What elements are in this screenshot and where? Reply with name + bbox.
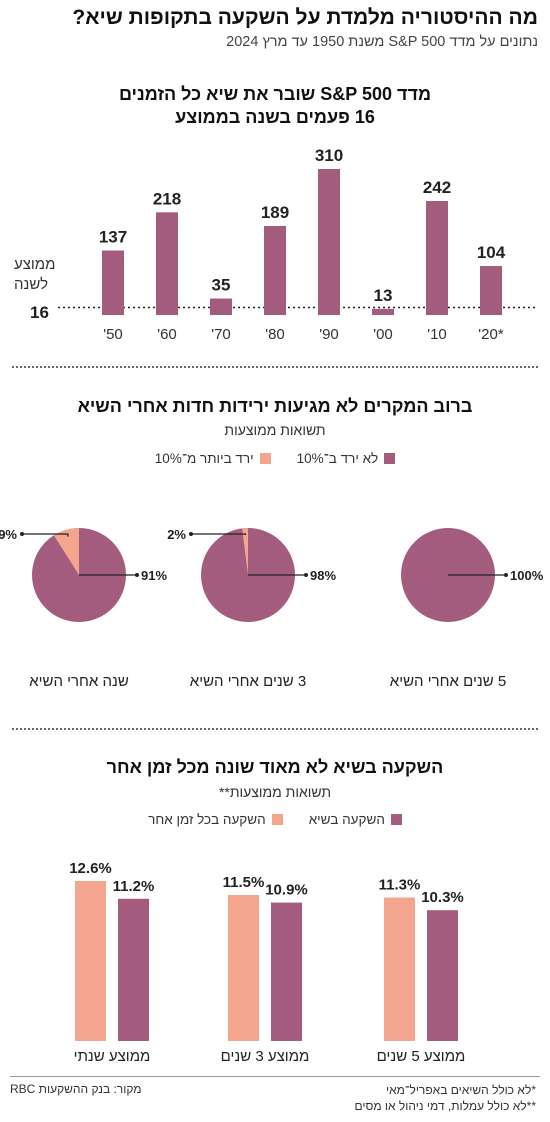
pie-section-subtitle: תשואות ממוצעות [224,422,326,438]
pie-legend: לא ירד ב־10% ירד ביותר מ־10% [0,451,550,466]
pie-section-title: ברוב המקרים לא מגיעות ירידות חדות אחרי ה… [77,396,473,416]
bar-peak-1 [271,902,302,1041]
average-label-line2: לשנה [14,276,49,293]
legend-swatch-any-time [271,814,283,825]
x-tick-label-2: '70 [211,326,231,343]
bar-value-label-0: 137 [99,227,127,246]
pie-leader-dropped-1 [191,533,247,536]
bar-label-peak-1: 10.9% [265,882,308,899]
bar-value-label-7: 104 [477,243,506,262]
average-per-year-label: ממוצע לשנה [14,255,55,295]
pie-leader-dot-main-1 [304,573,308,577]
bar-3 [264,225,286,315]
footnote-2: **לא כולל עמלות, דמי ניהול או מסים [354,1099,536,1113]
bar-1 [156,212,178,315]
source-note: מקור: בנק ההשקעות RBC [10,1082,142,1096]
pie-label-main-2: 91% [141,568,167,583]
bar-peak-0 [427,910,458,1041]
pie-label-main-0: 100% [510,568,544,583]
bar-6 [426,201,448,315]
bar-4 [318,169,340,315]
legend-label-any-time: השקעה בכל זמן אחר [148,812,266,827]
legend-label-dropped: ירד ביותר מ־10% [154,451,254,466]
footer-line [10,1076,540,1077]
bar-chart-title-line2: 16 פעמים בשנה בממוצע [175,107,375,127]
bar-label-peak-0: 10.3% [421,889,464,906]
x-tick-label-5: '00 [373,326,393,343]
pie-leader-dot-dropped-2 [20,532,24,536]
x-tick-label-7: '20* [478,326,504,343]
returns-bar-chart: 11.3%10.3% ממוצע 5 שנים 11.5% 10.9% ממוצע 3 … [69,860,466,1065]
pie-slice-dropped-2 [53,528,79,575]
footnote-1: *לא כולל השיאים באפריל־מאי [385,1083,536,1097]
category-label-1: ממוצע 3 שנים [221,1048,310,1065]
bar-peak-2 [118,898,149,1041]
bar-0 [102,250,124,315]
bar-value-label-6: 242 [423,178,451,197]
pie-caption-2: שנה אחרי השיא [29,673,129,690]
footnotes: *לא כולל השיאים באפריל־מאי **לא כולל עמל… [354,1082,536,1114]
legend-swatch-not-dropped [384,453,396,464]
pie-leader-dot-dropped-1 [189,532,193,536]
x-tick-label-0: '50 [103,326,123,343]
section-divider-1 [12,366,538,368]
bar-label-any-time-1: 11.5% [223,874,265,891]
bar-2 [210,298,232,315]
average-value-label: 16 [30,303,49,322]
bar-label-any-time-2: 12.6% [69,860,112,877]
bar-value-label-2: 35 [212,276,231,295]
returns-section-title: השקעה בשיא לא מאוד שונה מכל זמן אחר [106,757,444,777]
pie-leader-dot-main-0 [504,573,508,577]
x-tick-label-4: '90 [319,326,339,343]
bar-7 [480,266,502,315]
returns-section-subtitle: תשואות ממוצעות** [218,784,332,800]
pie-caption-1: 3 שנים אחרי השיא [190,673,306,690]
bar-any-time-1 [228,894,259,1041]
bar-value-label-4: 310 [315,146,343,165]
pie-label-dropped-2: 9% [0,527,17,542]
decades-bar-chart: 137 '50 218 '60 35 '70 189 '80 310 '90 13 '00 242 '10… [58,146,536,343]
bar-any-time-2 [75,881,106,1041]
bar-any-time-0 [384,897,415,1041]
bar-label-any-time-0: 11.3% [379,877,421,894]
x-tick-label-3: '80 [265,326,285,343]
pie-leader-dot-main-2 [135,573,139,577]
pie-caption-0: 5 שנים אחרי השיא [390,673,506,690]
main-title: מה ההיסטוריה מלמדת על השקעה בתקופות שיא? [72,6,538,29]
bar-value-label-3: 189 [261,203,289,222]
category-label-0: ממוצע 5 שנים [377,1048,466,1065]
pie-charts: 100% 5 שנים אחרי השיא 2% 98% 3 שנים אחרי השי… [0,527,544,690]
x-tick-label-1: '60 [157,326,177,343]
main-subtitle: נתונים על מדד S&P 500 משנת 1950 עד מרץ 2… [226,34,538,50]
category-label-2: ממוצע שנתי [74,1048,151,1065]
legend-label-peak: השקעה בשיא [308,812,385,827]
pie-label-dropped-1: 2% [167,527,186,542]
x-tick-label-6: '10 [427,326,447,343]
legend-swatch-peak [390,814,402,825]
bar-label-peak-2: 11.2% [113,878,155,895]
bar-value-label-5: 13 [374,286,393,305]
section-divider-2 [12,728,538,730]
pie-leader-dropped-2 [22,533,69,537]
legend-label-not-dropped: לא ירד ב־10% [296,451,379,466]
pie-slice-dropped-1 [242,528,248,575]
bar-chart-title-line1: מדד S&P 500 שובר את שיא כל הזמנים [118,84,432,104]
bar-value-label-1: 218 [153,189,181,208]
average-label-line1: ממוצע [14,256,56,273]
legend-swatch-dropped [259,453,271,464]
pie-label-main-1: 98% [310,568,336,583]
returns-legend: השקעה בשיא השקעה בכל זמן אחר [0,812,550,827]
bar-5 [372,308,394,315]
